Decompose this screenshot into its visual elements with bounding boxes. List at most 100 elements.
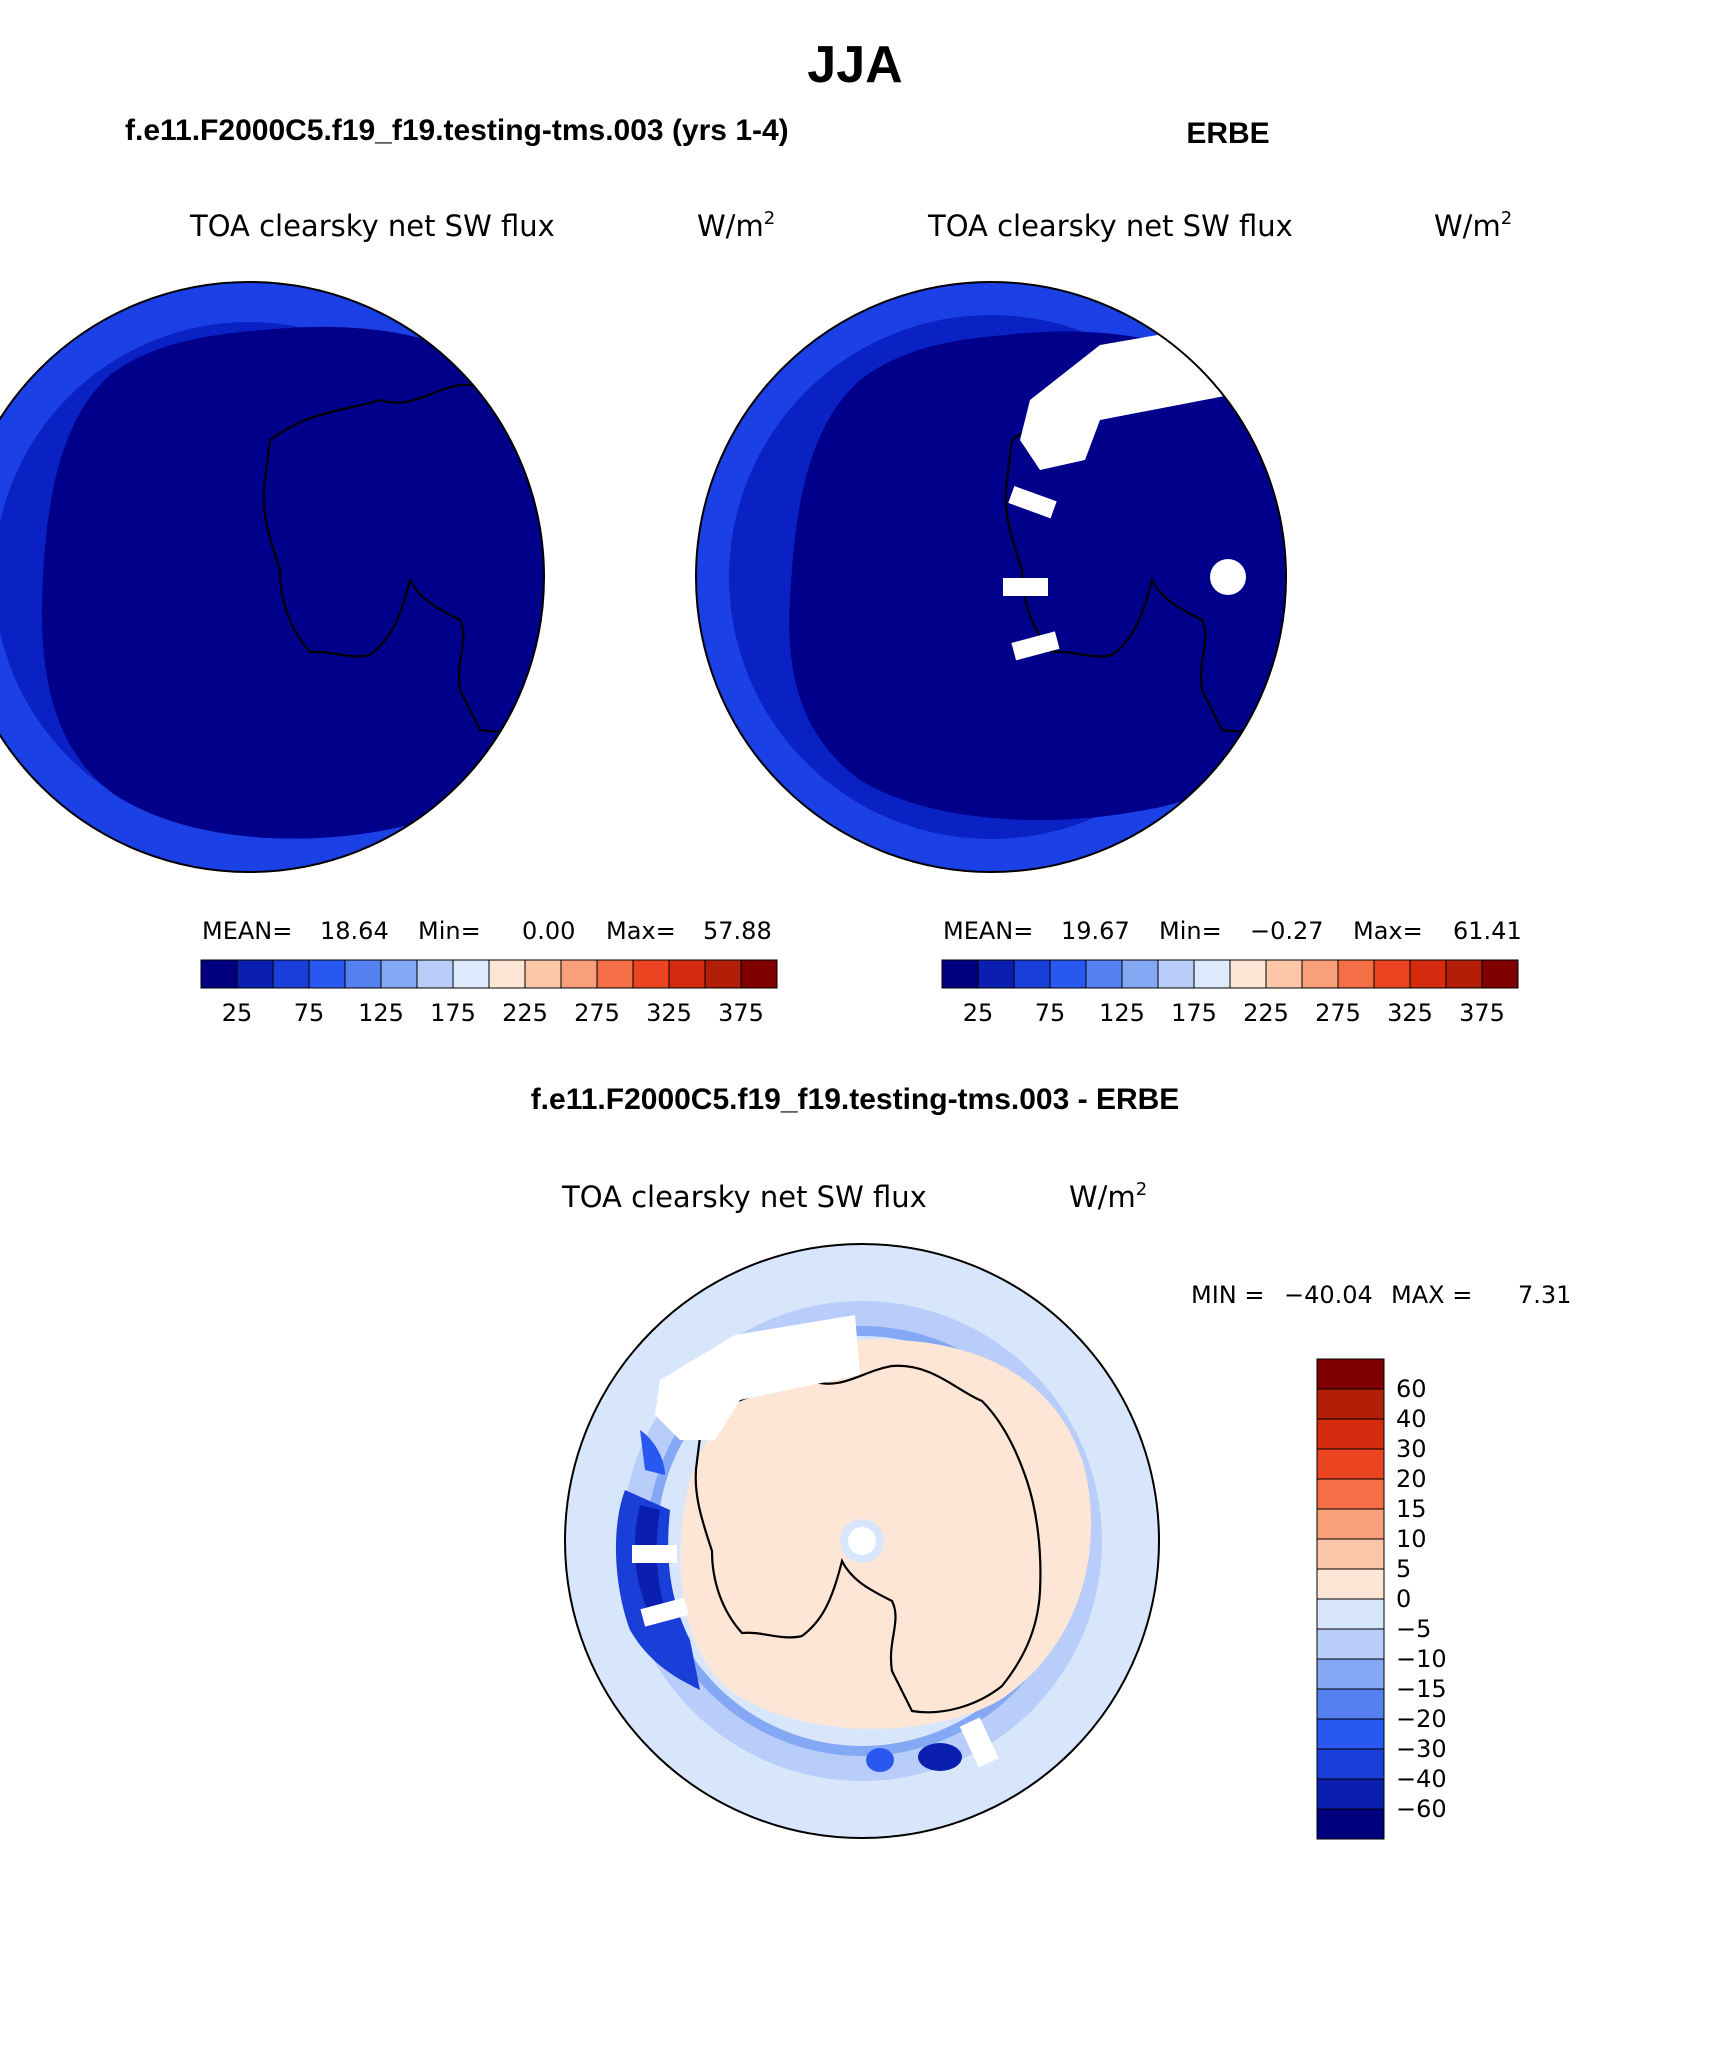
- obs-colorbar-box: [1337, 959, 1375, 989]
- obs-map-border: [695, 281, 1287, 873]
- diff-colorbar-label: −10: [1396, 1645, 1447, 1673]
- model-colorbar-box: [272, 959, 310, 989]
- diff-colorbar-label: −5: [1396, 1615, 1431, 1643]
- diff-colorbar-label: 5: [1396, 1555, 1411, 1583]
- obs-colorbar-label: 175: [1171, 999, 1217, 1027]
- obs-colorbar-box: [1481, 959, 1519, 989]
- diff-panel-title: f.e11.F2000C5.f19_f19.testing-tms.003 - …: [531, 1083, 1180, 1116]
- diff-colorbar-label: −20: [1396, 1705, 1447, 1733]
- diff-colorbar-box: [1316, 1418, 1385, 1450]
- model-colorbar-box: [596, 959, 634, 989]
- model-colorbar-label: 125: [358, 999, 404, 1027]
- svg-text:57.88: 57.88: [703, 917, 772, 945]
- model-colorbar-box: [452, 959, 490, 989]
- obs-colorbar-box: [1373, 959, 1411, 989]
- diff-minmax: MIN = −40.04 MAX = 7.31: [1191, 1281, 1571, 1309]
- obs-units-label: W/m2: [1434, 208, 1512, 243]
- model-colorbar-box: [560, 959, 598, 989]
- diff-colorbar-label: −60: [1396, 1795, 1447, 1823]
- diff-colorbar-label: 0: [1396, 1585, 1411, 1613]
- obs-colorbar-label: 225: [1243, 999, 1289, 1027]
- obs-colorbar-box: [1409, 959, 1447, 989]
- obs-variable-label: TOA clearsky net SW flux: [927, 209, 1293, 243]
- diff-variable-label: TOA clearsky net SW flux: [561, 1180, 927, 1214]
- diff-colorbar-box: [1316, 1568, 1385, 1600]
- diff-colorbar-box: [1316, 1748, 1385, 1780]
- diff-colorbar-label: 60: [1396, 1375, 1427, 1403]
- obs-colorbar-box: [1265, 959, 1303, 989]
- obs-pole-hole: [1210, 559, 1246, 595]
- obs-colorbar-box: [1445, 959, 1483, 989]
- svg-text:19.67: 19.67: [1061, 917, 1130, 945]
- diff-colorbar-label: −40: [1396, 1765, 1447, 1793]
- obs-colorbar-box: [1301, 959, 1339, 989]
- diff-colorbar-label: 15: [1396, 1495, 1427, 1523]
- obs-colorbar-label: 275: [1315, 999, 1361, 1027]
- diff-colorbar-box: [1316, 1478, 1385, 1510]
- svg-text:MEAN=: MEAN=: [202, 917, 292, 945]
- diff-missing-data-patch: [655, 1315, 860, 1440]
- model-colorbar-box: [200, 959, 238, 989]
- obs-colorbar-label: 25: [963, 999, 994, 1027]
- model-units-label: W/m2: [697, 208, 775, 243]
- model-polar-map: [0, 281, 545, 873]
- model-colorbar-box: [344, 959, 382, 989]
- diff-colorbar-box: [1316, 1778, 1385, 1810]
- model-colorbar-label: 75: [294, 999, 325, 1027]
- obs-colorbar: 25 75 125 175 225 275 325 375: [941, 959, 1519, 1027]
- obs-colorbar-label: 375: [1459, 999, 1505, 1027]
- obs-colorbar-label: 325: [1387, 999, 1433, 1027]
- diff-colorbar-box: [1316, 1688, 1385, 1720]
- model-colorbar-label: 375: [718, 999, 764, 1027]
- diff-colorbar-box: [1316, 1388, 1385, 1420]
- model-panel-title: f.e11.F2000C5.f19_f19.testing-tms.003 (y…: [125, 114, 789, 147]
- diff-map-border: [564, 1243, 1160, 1839]
- model-stats: MEAN= 18.64 Min= 0.00 Max= 57.88: [202, 917, 772, 945]
- obs-colorbar-box: [1121, 959, 1159, 989]
- model-colorbar-label: 275: [574, 999, 620, 1027]
- diff-colorbar-box: [1316, 1808, 1385, 1840]
- svg-text:7.31: 7.31: [1518, 1281, 1571, 1309]
- model-colorbar-box: [524, 959, 562, 989]
- diff-colorbar-box: [1316, 1598, 1385, 1630]
- obs-colorbar-box: [977, 959, 1015, 989]
- svg-text:61.41: 61.41: [1453, 917, 1522, 945]
- model-colorbar-label: 25: [222, 999, 253, 1027]
- obs-colorbar-label: 75: [1035, 999, 1066, 1027]
- figure-title: JJA: [807, 36, 902, 94]
- diff-colorbar-label: 10: [1396, 1525, 1427, 1553]
- obs-stats: MEAN= 19.67 Min= −0.27 Max= 61.41: [943, 917, 1522, 945]
- model-colorbar-label: 175: [430, 999, 476, 1027]
- svg-text:MEAN=: MEAN=: [943, 917, 1033, 945]
- diff-colorbar-box: [1316, 1628, 1385, 1660]
- model-colorbar: 25 75 125 175 225 275 325 375: [200, 959, 778, 1027]
- obs-colorbar-box: [1229, 959, 1267, 989]
- obs-colorbar-box: [1157, 959, 1195, 989]
- model-colorbar-box: [704, 959, 742, 989]
- obs-colorbar-box: [941, 959, 979, 989]
- obs-colorbar-box: [1049, 959, 1087, 989]
- model-variable-label: TOA clearsky net SW flux: [189, 209, 555, 243]
- diff-colorbar-label: 30: [1396, 1435, 1427, 1463]
- obs-colorbar-box: [1085, 959, 1123, 989]
- svg-text:−40.04: −40.04: [1284, 1281, 1373, 1309]
- diff-colorbar-label: −15: [1396, 1675, 1447, 1703]
- model-colorbar-label: 325: [646, 999, 692, 1027]
- obs-panel-title: ERBE: [1186, 117, 1269, 150]
- model-colorbar-box: [668, 959, 706, 989]
- diff-colorbar-box: [1316, 1538, 1385, 1570]
- model-colorbar-box: [308, 959, 346, 989]
- diff-colorbar-label: 40: [1396, 1405, 1427, 1433]
- svg-text:Min=: Min=: [418, 917, 481, 945]
- model-map-border: [0, 281, 545, 873]
- diff-units-label: W/m2: [1069, 1179, 1147, 1214]
- svg-text:MIN =: MIN =: [1191, 1281, 1264, 1309]
- model-colorbar-box: [236, 959, 274, 989]
- obs-missing-data-patch: [1020, 325, 1230, 470]
- model-colorbar-box: [380, 959, 418, 989]
- diff-pole-hole: [848, 1527, 876, 1555]
- svg-text:0.00: 0.00: [522, 917, 575, 945]
- diff-colorbar-box: [1316, 1718, 1385, 1750]
